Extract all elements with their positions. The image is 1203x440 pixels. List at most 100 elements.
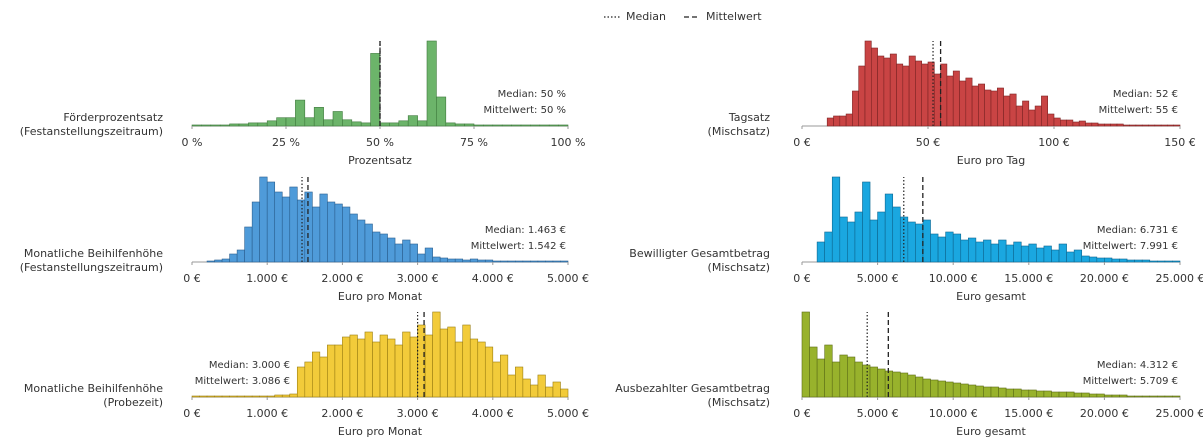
histogram-bar xyxy=(515,260,524,263)
histogram-bar xyxy=(1097,123,1105,127)
histogram-bar xyxy=(1051,249,1060,263)
annotation: Median: 4.312 € xyxy=(1097,360,1178,371)
histogram-bar xyxy=(394,243,403,263)
histogram-bar xyxy=(940,63,948,127)
row-label: (Probezeit) xyxy=(103,396,163,409)
histogram-bar xyxy=(248,122,259,127)
histogram-bar xyxy=(959,80,967,127)
histogram-bar xyxy=(1148,124,1156,127)
histogram-bar xyxy=(323,119,334,127)
histogram-bar xyxy=(816,241,825,263)
x-tick-label: 15.000 € xyxy=(1004,272,1053,285)
histogram-bar xyxy=(1119,258,1128,263)
histogram-bar xyxy=(801,311,810,398)
x-axis-label: Euro pro Tag xyxy=(957,154,1026,167)
histogram-bar xyxy=(965,77,973,127)
histogram-bar xyxy=(833,115,841,127)
histogram-bar xyxy=(447,258,456,263)
histogram-bar xyxy=(214,259,223,263)
row-label: (Festanstellungszeitraum) xyxy=(20,261,163,274)
histogram-bar xyxy=(295,99,306,127)
histogram-bar xyxy=(1073,249,1083,263)
histogram-bar xyxy=(1088,256,1098,263)
histogram-bar xyxy=(877,55,885,127)
histogram-bar xyxy=(1164,395,1173,398)
histogram-bar xyxy=(908,55,916,127)
histogram-bar xyxy=(379,334,388,398)
x-tick-label: 0 € xyxy=(183,272,201,285)
x-tick-label: 2.000 € xyxy=(321,272,363,285)
row-label: Monatliche Beihilfenhöhe xyxy=(24,247,163,260)
histogram-bar xyxy=(473,124,484,127)
histogram-bar xyxy=(244,226,253,263)
histogram-bar xyxy=(945,231,954,263)
histogram-bar xyxy=(349,213,358,263)
histogram-bar xyxy=(915,60,923,127)
histogram-bar xyxy=(276,117,287,127)
histogram-bar xyxy=(389,122,400,127)
histogram-bar xyxy=(869,219,878,263)
histogram-bar xyxy=(221,395,230,398)
histogram-bar xyxy=(357,338,366,398)
histogram-bar xyxy=(1073,392,1083,398)
histogram-bar xyxy=(907,374,916,398)
histogram-bar xyxy=(327,344,336,398)
histogram-bar xyxy=(364,223,373,263)
histogram-bar xyxy=(1028,243,1037,263)
histogram-bar xyxy=(1172,260,1181,263)
row-label: Tagsatz xyxy=(728,111,770,124)
histogram-bar xyxy=(238,123,249,127)
histogram-bar xyxy=(816,358,825,398)
x-tick-label: 5.000 € xyxy=(857,407,899,420)
histogram-bar xyxy=(492,361,501,398)
histogram-bar xyxy=(334,344,343,398)
histogram-bar xyxy=(1051,391,1060,398)
histogram-bar xyxy=(869,366,878,398)
histogram-bar xyxy=(289,186,298,263)
histogram-bar xyxy=(1043,245,1052,263)
histogram-bar xyxy=(1154,124,1162,127)
histogram-bar xyxy=(1060,119,1067,127)
histogram-bar xyxy=(492,260,501,263)
histogram-bar xyxy=(1081,255,1090,263)
histogram-bar xyxy=(500,354,509,398)
histogram-bar xyxy=(1167,124,1175,127)
histogram-bar xyxy=(960,383,969,398)
histogram-bar xyxy=(515,366,524,398)
histogram-bar xyxy=(447,326,456,398)
histogram-bar xyxy=(1173,124,1181,127)
histogram-bar xyxy=(1134,395,1143,398)
x-axis-label: Euro pro Monat xyxy=(338,425,423,438)
histogram-bar xyxy=(998,387,1007,398)
histogram-bar xyxy=(251,201,260,263)
histogram-bar xyxy=(304,361,313,398)
histogram-bar xyxy=(839,115,847,127)
histogram-bar xyxy=(199,395,208,398)
x-tick-label: 100 % xyxy=(551,136,586,149)
histogram-bar xyxy=(1020,245,1030,263)
histogram-bar xyxy=(530,260,539,263)
histogram-bar xyxy=(439,328,448,398)
histogram-bar xyxy=(500,260,509,263)
histogram-bar xyxy=(439,257,448,263)
histogram-bar xyxy=(1078,120,1086,127)
histogram-bar xyxy=(424,334,433,398)
histogram-bar xyxy=(206,395,215,398)
histogram-bar xyxy=(1172,395,1181,398)
histogram-bar xyxy=(990,90,998,127)
histogram-bar xyxy=(312,351,321,398)
histogram-bar xyxy=(221,258,230,263)
histogram-bar xyxy=(839,354,848,398)
histogram-bar xyxy=(1141,395,1151,398)
histogram-bar xyxy=(522,378,531,398)
histogram-bar xyxy=(492,124,503,127)
histogram-bar xyxy=(402,239,411,263)
annotation: Mittelwert: 50 % xyxy=(484,105,567,116)
x-tick-label: 0 % xyxy=(182,136,203,149)
x-tick-label: 20.000 € xyxy=(1080,272,1129,285)
annotation: Median: 52 € xyxy=(1113,89,1178,100)
histogram-bar xyxy=(1034,105,1042,127)
histogram-bar xyxy=(409,336,418,398)
x-tick-label: 1.000 € xyxy=(246,272,288,285)
histogram-bar xyxy=(1022,100,1030,127)
